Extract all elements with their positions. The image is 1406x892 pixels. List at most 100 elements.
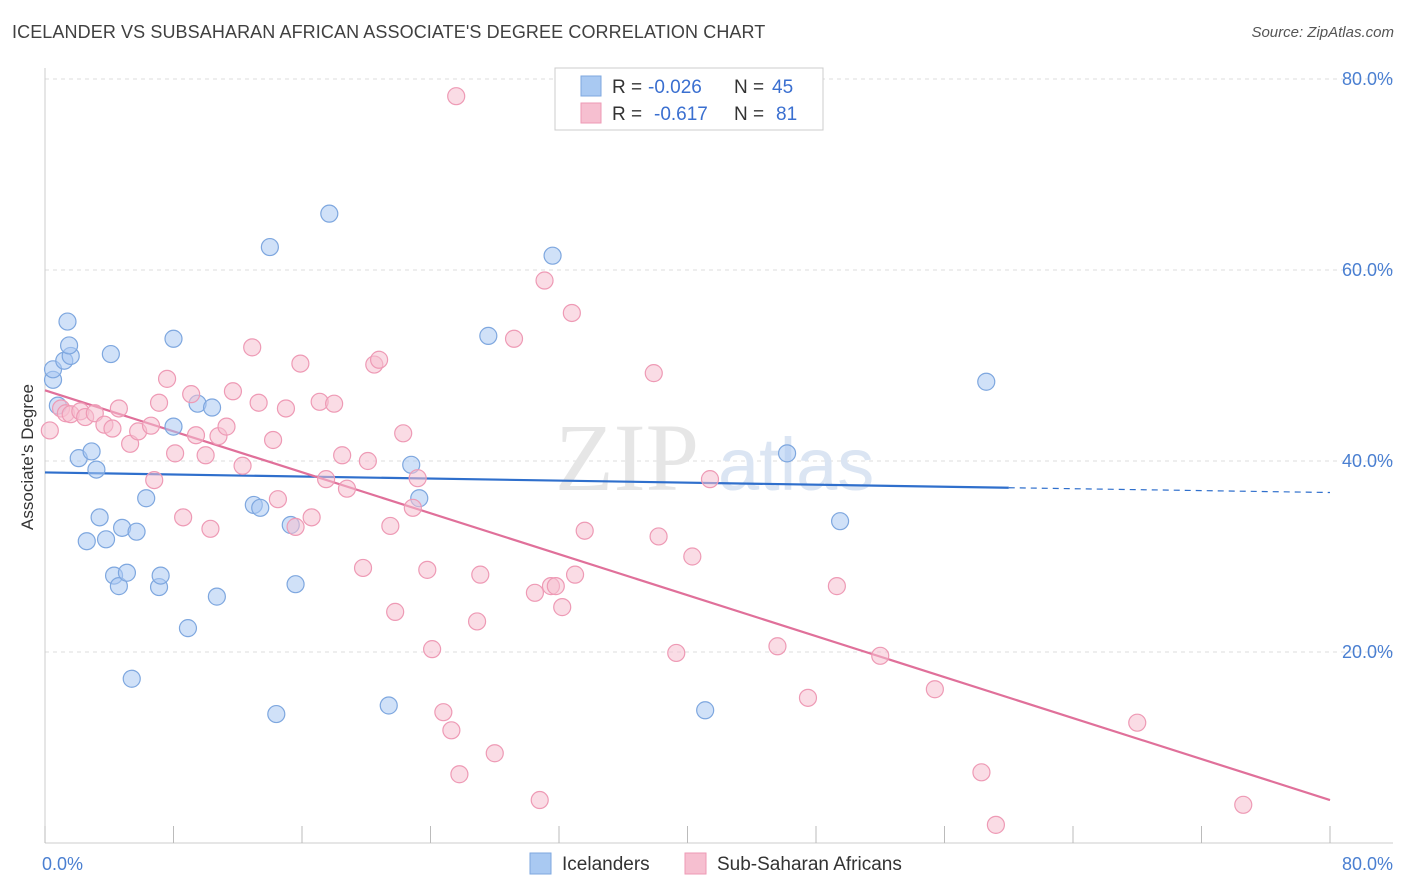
bottom-legend-subsaharan: Sub-Saharan Africans <box>717 854 902 875</box>
subsaharan-point-32 <box>291 354 310 373</box>
icelander-point-34 <box>320 204 339 223</box>
subsaharan-point-18 <box>182 385 201 404</box>
y-tick-labels: 20.0% 40.0% 60.0% 80.0% <box>1342 69 1393 662</box>
subsaharan-point-8 <box>109 399 128 418</box>
subsaharan-point-51 <box>442 721 461 740</box>
icelander-point-35 <box>379 696 398 715</box>
legend-n-value-1: 45 <box>772 77 793 98</box>
icelander-point-11 <box>77 532 96 551</box>
legend-r-label-1: R = <box>612 77 642 98</box>
subsaharan-point-29 <box>268 490 288 509</box>
legend-r-label-2: R = <box>612 104 642 125</box>
icelander-point-29 <box>251 498 270 517</box>
subsaharan-point-74 <box>827 577 846 596</box>
y-tick-label-0: 20.0% <box>1342 642 1393 662</box>
subsaharan-point-78 <box>986 815 1006 834</box>
icelander-point-44 <box>122 669 141 688</box>
icelander-point-30 <box>260 237 279 257</box>
watermark-atlas: atlas <box>718 423 874 506</box>
subsaharan-point-33 <box>302 508 321 527</box>
icelander-point-39 <box>543 246 562 265</box>
subsaharan-point-42 <box>370 350 389 369</box>
subsaharan-point-57 <box>504 329 524 348</box>
subsaharan-point-23 <box>217 417 236 436</box>
icelander-point-38 <box>479 326 498 345</box>
legend-swatch-subsaharan <box>580 102 602 124</box>
axes <box>44 68 1393 844</box>
subsaharan-point-45 <box>394 424 413 443</box>
subsaharan-point-77 <box>972 763 991 782</box>
subsaharan-point-44 <box>386 602 405 621</box>
icelander-point-18 <box>127 522 146 541</box>
icelander-point-41 <box>777 444 797 463</box>
icelander-point-12 <box>96 530 116 549</box>
subsaharan-point-73 <box>798 688 818 707</box>
subsaharan-point-31 <box>286 517 305 536</box>
subsaharan-point-56 <box>485 744 504 763</box>
source-label: Source: ZipAtlas.com <box>1251 24 1394 41</box>
legend-n-label-2: N = <box>734 104 764 125</box>
icelander-trend-extension <box>1008 487 1331 494</box>
subsaharan-point-40 <box>358 451 377 471</box>
subsaharan-point-13 <box>145 471 164 490</box>
subsaharan-point-68 <box>649 527 668 546</box>
subsaharan-point-28 <box>263 430 283 450</box>
chart-title: ICELANDER VS SUBSAHARAN AFRICAN ASSOCIAT… <box>12 22 766 42</box>
icelander-point-33 <box>286 575 305 594</box>
icelander-point-22 <box>164 417 183 436</box>
icelander-point-9 <box>87 460 106 479</box>
icelander-point-13 <box>101 344 120 364</box>
grid-lines <box>45 78 1393 653</box>
subsaharan-point-75 <box>871 646 890 665</box>
trend-lines <box>44 389 1331 802</box>
subsaharan-point-80 <box>1234 795 1253 814</box>
subsaharan-point-21 <box>201 519 220 538</box>
subsaharan-point-48 <box>418 560 437 579</box>
subsaharan-point-60 <box>535 271 554 290</box>
subsaharan-point-30 <box>276 399 296 418</box>
subsaharan-point-35 <box>316 470 336 489</box>
data-points <box>40 87 1253 834</box>
subsaharan-point-12 <box>141 416 161 435</box>
subsaharan-point-52 <box>450 765 469 784</box>
bottom-legend: Icelanders Sub-Saharan Africans <box>529 852 902 875</box>
subsaharan-point-55 <box>471 565 490 584</box>
subsaharan-point-66 <box>575 521 594 540</box>
subsaharan-point-38 <box>337 479 357 498</box>
y-tick-label-3: 80.0% <box>1342 69 1393 89</box>
icelander-point-15 <box>109 577 128 596</box>
subsaharan-point-36 <box>325 394 344 413</box>
x-tick-label-1: 80.0% <box>1342 854 1393 874</box>
watermark: ZIP atlas <box>555 404 874 511</box>
icelander-point-24 <box>178 619 198 638</box>
icelander-point-21 <box>151 566 170 585</box>
subsaharan-point-72 <box>768 637 787 656</box>
subsaharan-point-64 <box>562 303 581 323</box>
icelander-trend-line <box>44 471 1009 489</box>
subsaharan-trend-line <box>44 389 1331 802</box>
subsaharan-point-15 <box>157 369 177 388</box>
y-tick-label-2: 60.0% <box>1342 260 1393 280</box>
subsaharan-point-46 <box>403 498 422 517</box>
subsaharan-point-58 <box>525 583 545 602</box>
icelander-point-43 <box>977 372 996 391</box>
icelander-point-42 <box>830 512 850 531</box>
icelander-point-31 <box>267 704 286 724</box>
subsaharan-point-63 <box>553 598 572 617</box>
legend-r-value-2: -0.617 <box>654 104 708 125</box>
subsaharan-point-47 <box>408 469 427 488</box>
subsaharan-point-26 <box>243 338 262 357</box>
subsaharan-point-54 <box>467 612 487 631</box>
subsaharan-point-37 <box>333 446 352 465</box>
subsaharan-point-79 <box>1128 713 1147 732</box>
icelander-point-10 <box>90 508 109 527</box>
subsaharan-point-49 <box>423 640 442 659</box>
bottom-legend-swatch-icelanders <box>529 852 552 875</box>
subsaharan-point-0 <box>40 421 59 440</box>
legend-n-label-1: N = <box>734 77 764 98</box>
subsaharan-point-50 <box>434 703 453 722</box>
legend-r-value-1: -0.026 <box>648 77 702 98</box>
subsaharan-point-59 <box>530 790 549 810</box>
subsaharan-point-27 <box>249 393 268 412</box>
subsaharan-point-76 <box>925 680 944 699</box>
